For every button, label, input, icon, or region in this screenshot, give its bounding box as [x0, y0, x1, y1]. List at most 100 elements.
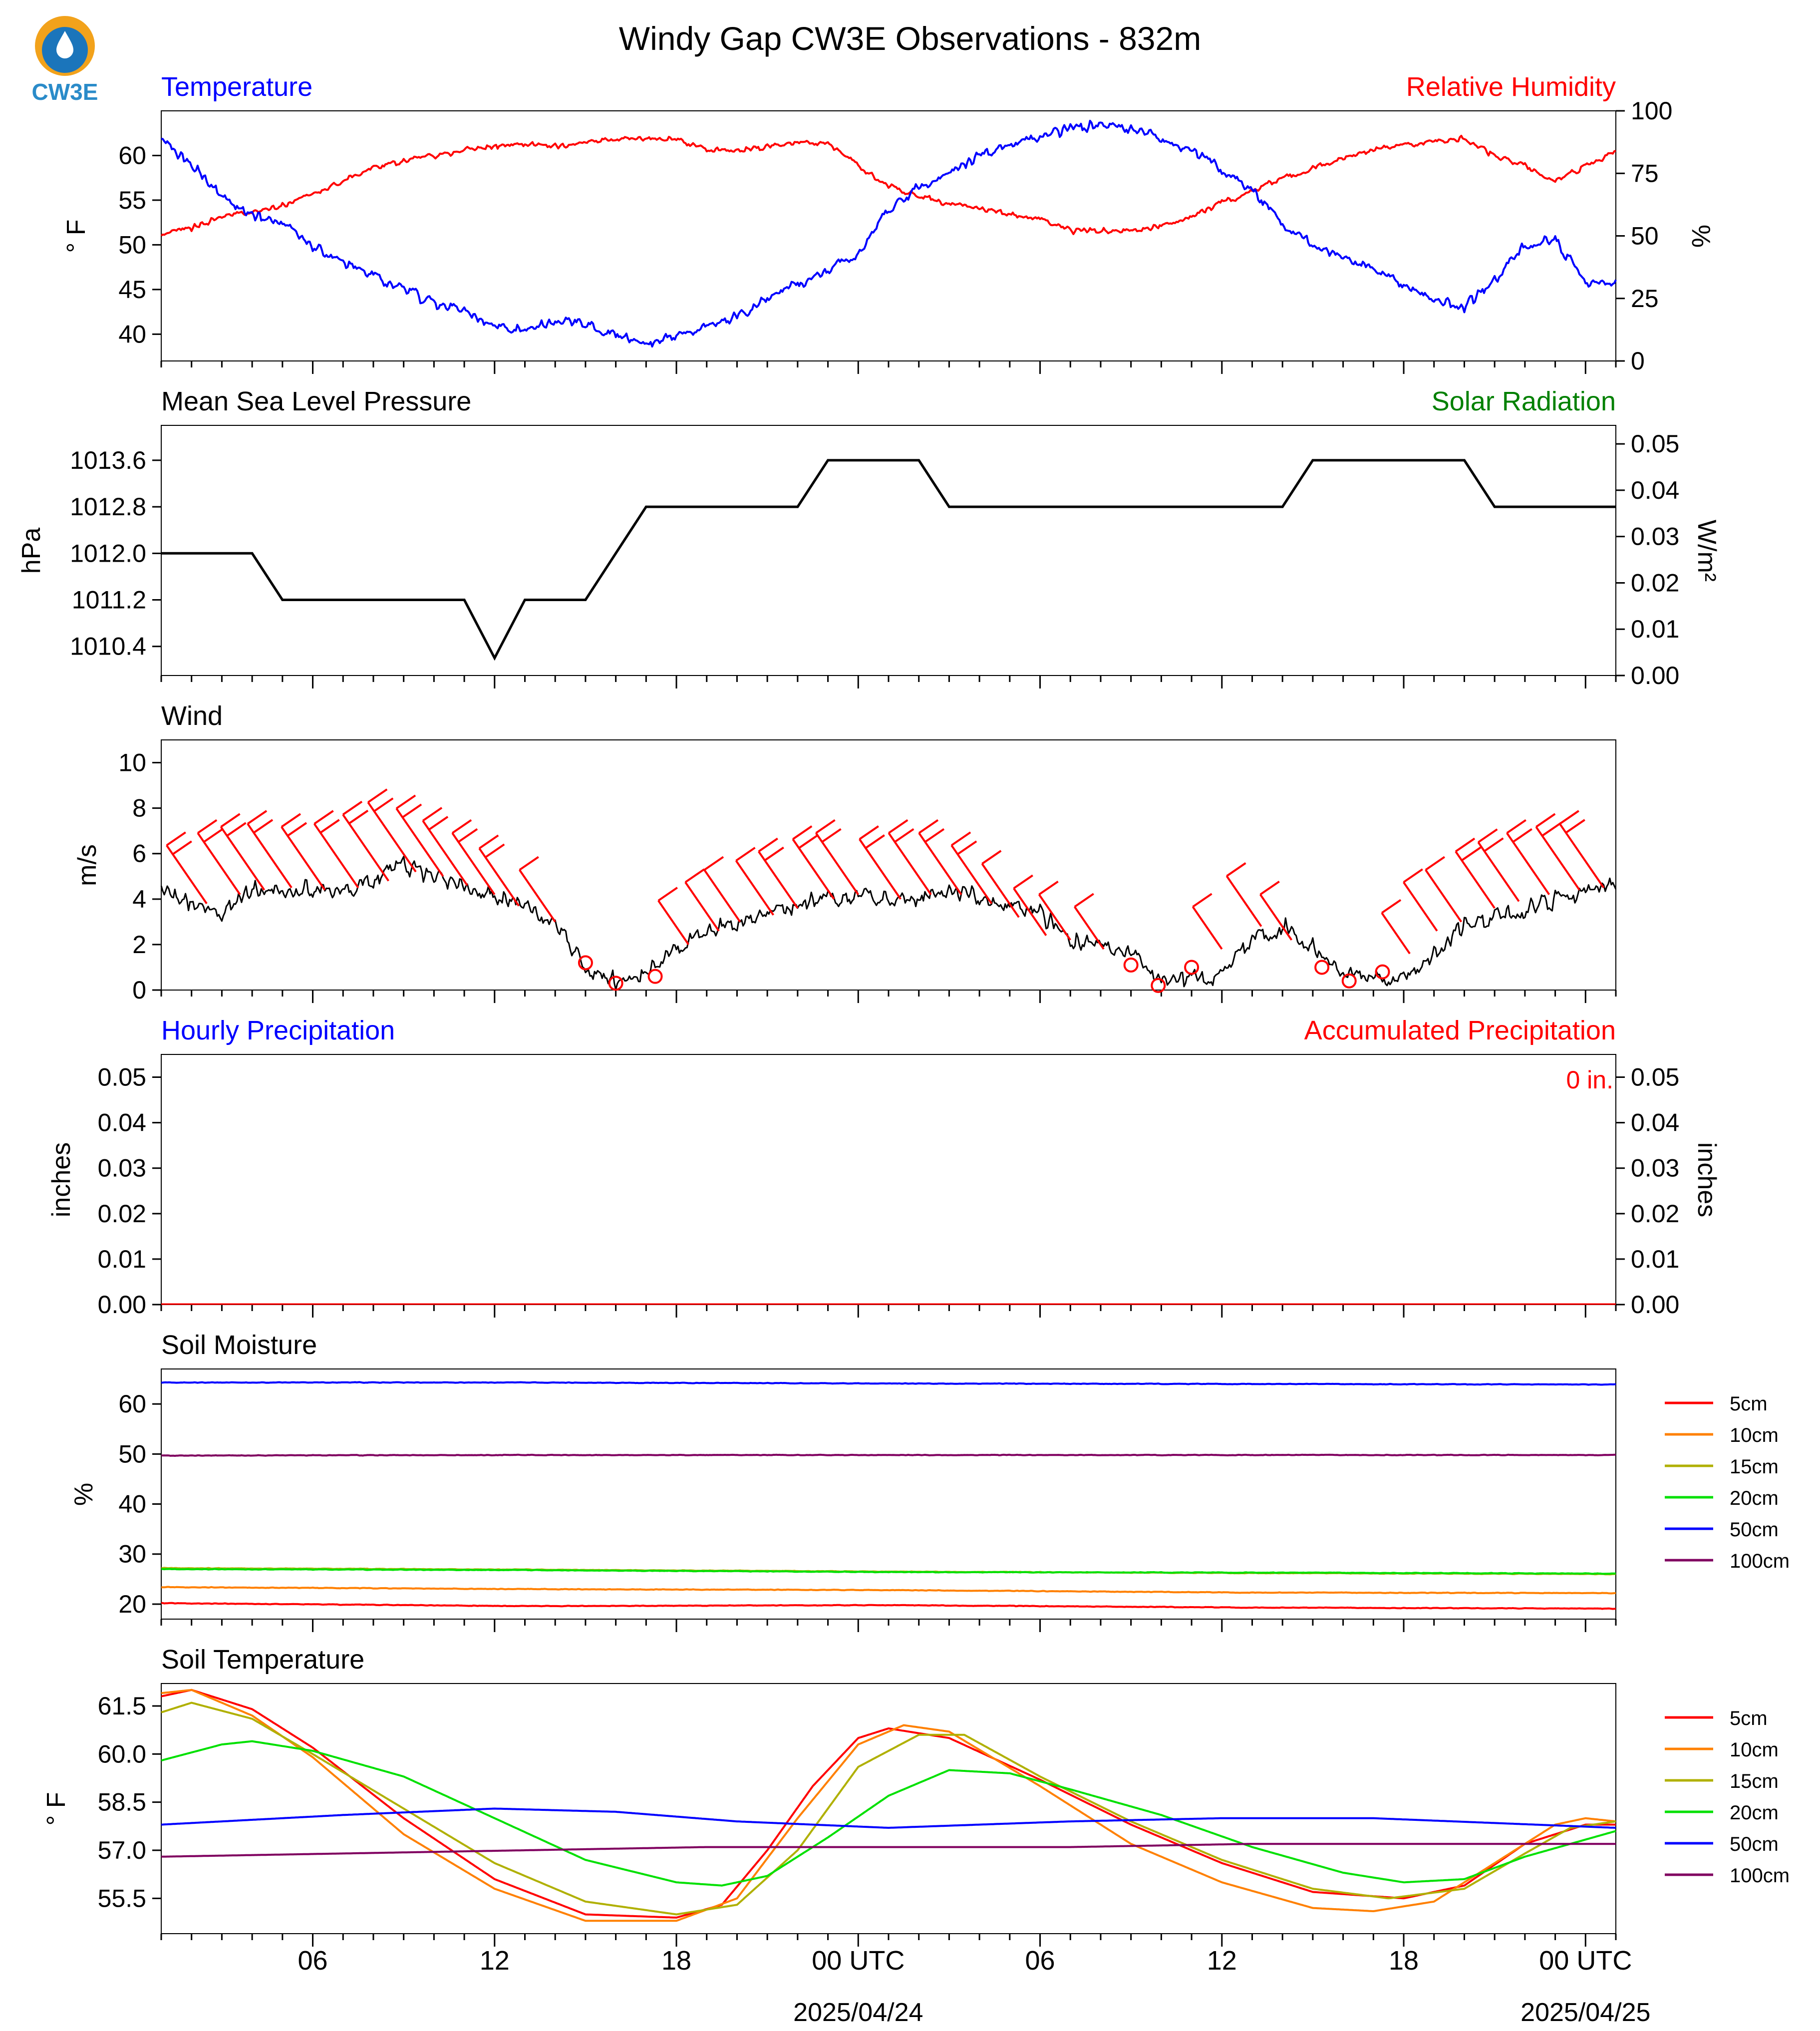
x-tick-label: 06 [298, 1946, 328, 1976]
temp_rh-y-tick-label-left: 40 [118, 320, 146, 348]
wind-barb [422, 807, 468, 886]
wind-barb-flag [220, 813, 241, 828]
wind-barb-flag [735, 847, 756, 862]
soil-moisture-ylabel: % [69, 1483, 98, 1506]
wind-barb [735, 847, 774, 916]
pressure-y-tick-label-left: 1012.0 [70, 539, 146, 567]
wind-barb-staff [918, 832, 962, 895]
pressure-line [161, 459, 1616, 661]
wind-barb [1535, 813, 1580, 891]
humidity-line [160, 135, 1616, 237]
accum-total-label: 0 in. [1566, 1066, 1613, 1094]
wind-y-tick-label-left: 10 [118, 749, 146, 777]
wind-barb [703, 856, 741, 923]
wind-barb-flag [348, 809, 369, 825]
wind-barb [657, 887, 689, 946]
wind-calm-circle [647, 969, 663, 984]
pressure-y-tick-label-left: 1011.2 [72, 586, 146, 614]
temp_rh-y-tick-label-left: 60 [118, 141, 146, 169]
wind-barb [281, 813, 326, 891]
wind-barb [758, 837, 799, 909]
wind-barb [647, 969, 663, 984]
pressure-title: Mean Sea Level Pressure [161, 386, 471, 416]
wind-barb-flag [172, 840, 192, 855]
wind-barb [918, 819, 962, 895]
solar-ylabel: W/m² [1692, 520, 1721, 582]
soil_temp-y-tick-label-left: 58.5 [98, 1788, 146, 1816]
wind-barb-staff [247, 823, 293, 889]
wind-y-tick-label-left: 6 [132, 840, 146, 868]
temperature-line [161, 119, 1617, 348]
precip-ylabel-left: inches [47, 1142, 76, 1217]
soil_temp-y-tick-label-left: 55.5 [98, 1884, 146, 1912]
wind-barb-flag [758, 837, 778, 853]
wind-barb-staff [367, 801, 417, 873]
wind-barb-flag [313, 810, 334, 825]
wind-barb-staff [1559, 823, 1605, 889]
soil-moisture-legend-label: 15cm [1730, 1456, 1779, 1478]
wind-barb-flag [1381, 899, 1402, 914]
soil-moisture-line-20cm [161, 1568, 1616, 1575]
wind-barb-staff [815, 832, 859, 895]
wind-barb [608, 976, 623, 991]
wind-speed-line [160, 856, 1617, 991]
precip-y-tick-label-right: 0.02 [1631, 1200, 1679, 1228]
wind-barb [342, 800, 389, 882]
wind-barb-staff [684, 881, 720, 932]
soil_moisture-y-tick-label-left: 40 [118, 1490, 146, 1518]
wind-barb [1074, 893, 1105, 950]
precip-y-tick-label-left: 0.00 [98, 1291, 146, 1319]
wind-y-tick-label-left: 4 [132, 885, 146, 913]
accum-precip-title: Accumulated Precipitation [1304, 1016, 1616, 1045]
wind-barb-flag [1565, 819, 1585, 834]
soil-temp-line-50cm [161, 1807, 1616, 1829]
wind-barb [981, 850, 1020, 918]
wind-barb [950, 831, 993, 905]
wind-barb [1375, 964, 1390, 980]
pressure-y-tick-label-right: 0.00 [1631, 662, 1679, 689]
x-tick-label: 00 UTC [1539, 1946, 1632, 1976]
wind-barb-staff [1506, 832, 1550, 895]
wind-barb-flag [226, 822, 247, 837]
precip-y-tick-label-right: 0.03 [1631, 1154, 1679, 1182]
wind-barb-flag [1535, 813, 1556, 828]
wind-barb [1425, 856, 1463, 923]
wind-barb-flag [894, 828, 914, 843]
wind-barb-flag [519, 856, 539, 871]
wind-barb-flag [287, 822, 307, 837]
wind-barb-flag [1013, 874, 1033, 889]
temp_rh-y-tick-label-left: 50 [118, 231, 146, 259]
wind-calm-circle [1184, 960, 1200, 975]
wind-calm-circle [1375, 964, 1390, 980]
wind-barb-staff [1259, 894, 1293, 941]
wind-barb-flag [342, 800, 363, 816]
wind-barb-flag [197, 819, 218, 834]
wind-barb-flag [401, 803, 422, 818]
wind-barb-flag [457, 828, 478, 843]
wind-barb-flag [1478, 828, 1498, 843]
wind-barb-flag [1484, 837, 1504, 852]
wind-barb-flag [798, 834, 819, 849]
wind-barb-flag [203, 828, 224, 843]
wind-barb-staff [859, 838, 902, 900]
soil-moisture-legend-label: 10cm [1730, 1424, 1779, 1446]
hourly-precip-title: Hourly Precipitation [161, 1016, 395, 1045]
pressure-y-tick-label-left: 1012.8 [70, 493, 146, 521]
wind-title: Wind [161, 701, 223, 731]
wind-barb-flag [281, 813, 302, 828]
pressure-y-tick-label-left: 1010.4 [70, 633, 146, 661]
temp-ylabel: ° F [62, 219, 91, 253]
precip-y-tick-label-left: 0.03 [98, 1154, 146, 1182]
x-tick-label: 18 [661, 1946, 691, 1976]
wind-barb-flag [1403, 868, 1423, 883]
precip-y-tick-label-left: 0.02 [98, 1200, 146, 1228]
soil-moisture-legend-label: 50cm [1730, 1519, 1779, 1541]
wind-barb [197, 819, 241, 895]
wind-barb-flag [1541, 822, 1562, 837]
wind-barb-staff [981, 863, 1020, 918]
wind-barb-flag [451, 819, 472, 834]
wind-ylabel: m/s [73, 844, 102, 886]
